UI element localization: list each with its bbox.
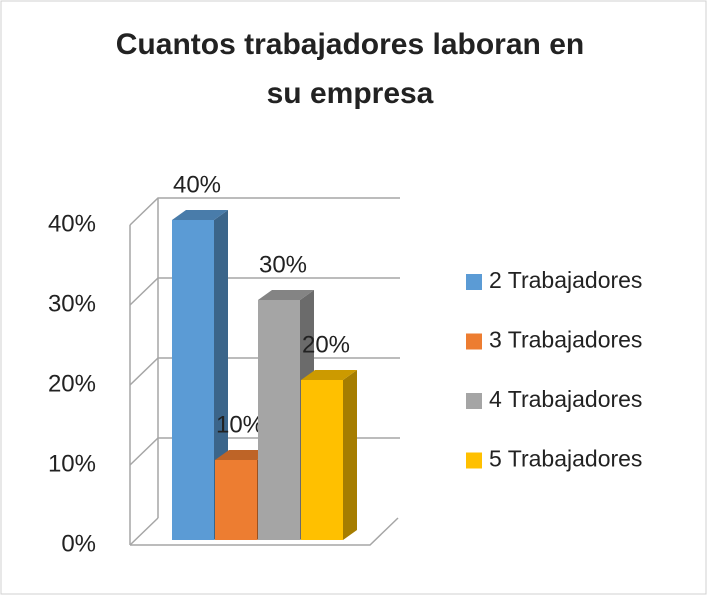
legend-swatch: [466, 333, 482, 350]
legend-label: 4 Trabajadores: [489, 386, 642, 412]
y-tick-label: 0%: [61, 530, 96, 557]
chart-title: Cuantos trabajadores laboran en: [116, 28, 584, 61]
y-tick-label: 40%: [48, 210, 96, 237]
data-label: 20%: [302, 331, 350, 358]
floor-edge: [129, 517, 159, 546]
bar: [301, 380, 343, 540]
bar-top: [172, 210, 228, 220]
bar-top: [301, 370, 357, 380]
y-tick-label: 30%: [48, 290, 96, 317]
legend-label: 2 Trabajadores: [489, 267, 642, 293]
bar-side: [343, 370, 357, 540]
bar: [215, 460, 257, 540]
bar: [258, 300, 300, 540]
legend-swatch: [466, 274, 482, 290]
data-label: 40%: [173, 171, 221, 198]
data-label: 10%: [216, 411, 264, 438]
y-tick-label: 10%: [48, 450, 96, 477]
legend-label: 5 Trabajadores: [489, 446, 642, 472]
legend-swatch: [466, 393, 482, 409]
legend-label: 3 Trabajadores: [489, 327, 642, 353]
bar-top: [258, 290, 314, 300]
bar: [172, 220, 214, 540]
bar-top: [215, 450, 271, 460]
data-label: 30%: [259, 251, 307, 278]
chart-title: su empresa: [267, 77, 434, 110]
y-tick-label: 20%: [48, 370, 96, 397]
grid-line: [130, 517, 399, 546]
legend-swatch: [466, 452, 482, 469]
